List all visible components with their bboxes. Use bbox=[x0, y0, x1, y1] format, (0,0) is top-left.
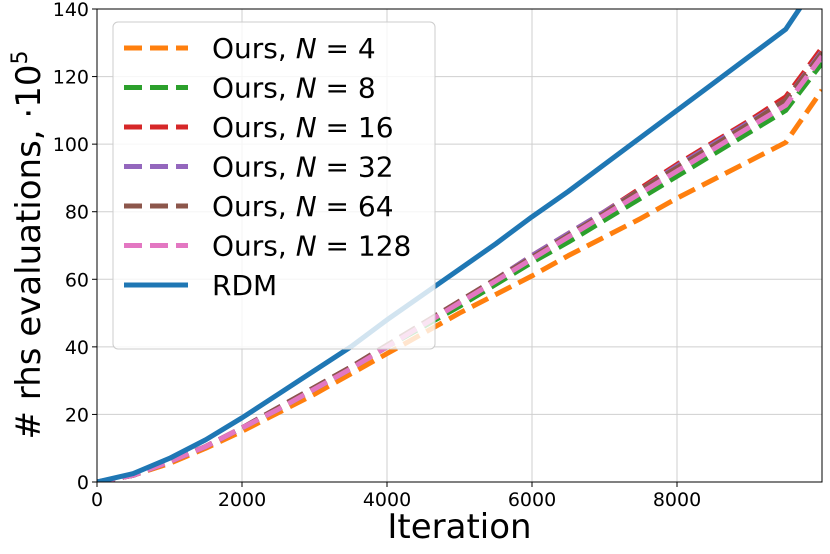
legend-label-prefix: Ours, bbox=[212, 190, 296, 223]
x-axis-label: Iteration bbox=[387, 507, 531, 547]
x-tick-label: 6000 bbox=[508, 489, 556, 511]
legend-label-value: = 128 bbox=[317, 230, 412, 263]
x-tick-label: 8000 bbox=[653, 489, 701, 511]
legend-label-prefix: Ours, bbox=[212, 151, 296, 184]
axis-ticks: 0 2000 4000 6000 8000 0 20 40 60 80 100 120 140 bbox=[53, 0, 701, 511]
y-axis-label-text: # rhs evaluations, ·10 bbox=[9, 65, 49, 440]
legend-label-var: N bbox=[296, 32, 317, 65]
legend-label-value: = 64 bbox=[317, 190, 394, 223]
legend-label-var: N bbox=[296, 230, 317, 263]
legend-label: Ours, N = 32 bbox=[212, 151, 394, 184]
legend-label-var: N bbox=[296, 190, 317, 223]
legend-box bbox=[112, 21, 436, 350]
data-series bbox=[97, 9, 822, 482]
y-tick-label: 80 bbox=[65, 202, 89, 224]
plot-frame bbox=[96, 8, 823, 483]
legend-label: RDM bbox=[212, 269, 277, 302]
legend-label-value: = 32 bbox=[317, 151, 394, 184]
y-axis-label: # rhs evaluations, ·105 bbox=[8, 51, 49, 440]
legend-label-var: N bbox=[296, 72, 317, 105]
series-line-rdm bbox=[97, 9, 803, 482]
y-axis-label-group: # rhs evaluations, ·105 bbox=[8, 51, 49, 440]
legend-label-prefix: RDM bbox=[212, 269, 277, 302]
legend-label-prefix: Ours, bbox=[212, 230, 296, 263]
y-tick-label: 120 bbox=[53, 67, 89, 89]
legend-label-prefix: Ours, bbox=[212, 32, 296, 65]
y-tick-label: 0 bbox=[77, 472, 89, 494]
legend-label-value: = 16 bbox=[317, 111, 394, 144]
x-tick-label: 2000 bbox=[218, 489, 266, 511]
legend-label-prefix: Ours, bbox=[212, 72, 296, 105]
x-tick-label: 0 bbox=[91, 489, 103, 511]
y-axis-label-exponent: 5 bbox=[8, 51, 33, 65]
y-tick-label: 100 bbox=[53, 134, 89, 156]
legend-label: Ours, N = 16 bbox=[212, 111, 394, 144]
legend-label: Ours, N = 64 bbox=[212, 190, 394, 223]
series-line-ours-n-128 bbox=[97, 54, 822, 482]
y-tick-label: 40 bbox=[65, 337, 89, 359]
series-line-ours-n-8 bbox=[97, 61, 822, 482]
legend-label-value: = 4 bbox=[317, 32, 376, 65]
x-tick-label: 4000 bbox=[363, 489, 411, 511]
series-line-ours-n-4 bbox=[97, 88, 822, 482]
legend-label: Ours, N = 8 bbox=[212, 72, 376, 105]
legend-label: Ours, N = 4 bbox=[212, 32, 376, 65]
legend-label-prefix: Ours, bbox=[212, 111, 296, 144]
y-tick-label: 140 bbox=[53, 0, 89, 21]
y-tick-label: 60 bbox=[65, 269, 89, 291]
legend-label-var: N bbox=[296, 151, 317, 184]
legend-label-value: = 8 bbox=[317, 72, 376, 105]
legend-label: Ours, N = 128 bbox=[212, 230, 411, 263]
legend-label-var: N bbox=[296, 111, 317, 144]
y-tick-label: 20 bbox=[65, 404, 89, 426]
